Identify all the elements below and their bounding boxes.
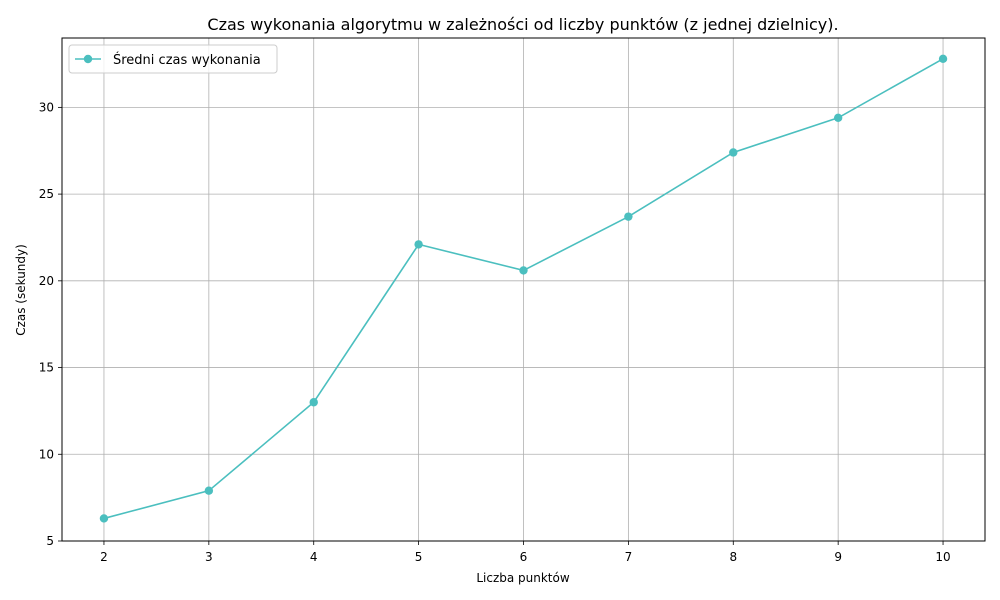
y-tick-label: 10 bbox=[39, 447, 54, 461]
legend-marker-sample bbox=[83, 54, 93, 64]
data-point bbox=[204, 486, 214, 495]
y-axis: 5 10 15 20 25 30 bbox=[39, 100, 62, 548]
y-tick-label: 5 bbox=[46, 534, 54, 548]
chart-title: Czas wykonania algorytmu w zależności od… bbox=[207, 15, 838, 34]
x-tick-label: 3 bbox=[205, 550, 213, 564]
y-tick-label: 30 bbox=[39, 100, 54, 114]
x-tick-label: 6 bbox=[520, 550, 528, 564]
data-point bbox=[833, 113, 843, 122]
data-point bbox=[938, 54, 948, 64]
x-tick-label: 8 bbox=[729, 550, 737, 564]
x-axis: 2 3 4 5 6 7 8 9 10 bbox=[100, 541, 951, 564]
data-point bbox=[519, 266, 528, 275]
x-tick-label: 2 bbox=[100, 550, 108, 564]
legend-frame bbox=[68, 44, 278, 74]
x-tick-label: 9 bbox=[834, 550, 842, 564]
legend: Średni czas wykonania bbox=[68, 44, 278, 74]
data-point bbox=[624, 212, 633, 221]
data-point bbox=[414, 240, 423, 249]
y-axis-label: Czas (sekundy) bbox=[14, 244, 28, 336]
data-point bbox=[729, 148, 738, 157]
y-tick-label: 25 bbox=[39, 187, 54, 201]
x-axis-label: Liczba punktów bbox=[476, 571, 570, 585]
legend-entry-label: Średni czas wykonania bbox=[113, 52, 261, 68]
series-layer bbox=[99, 54, 948, 523]
y-tick-label: 15 bbox=[39, 361, 54, 375]
x-tick-label: 7 bbox=[625, 550, 633, 564]
x-tick-label: 4 bbox=[310, 550, 318, 564]
data-point bbox=[99, 514, 109, 523]
y-tick-label: 20 bbox=[39, 274, 54, 288]
x-tick-label: 10 bbox=[935, 550, 950, 564]
data-point bbox=[309, 398, 318, 407]
x-tick-label: 5 bbox=[415, 550, 423, 564]
